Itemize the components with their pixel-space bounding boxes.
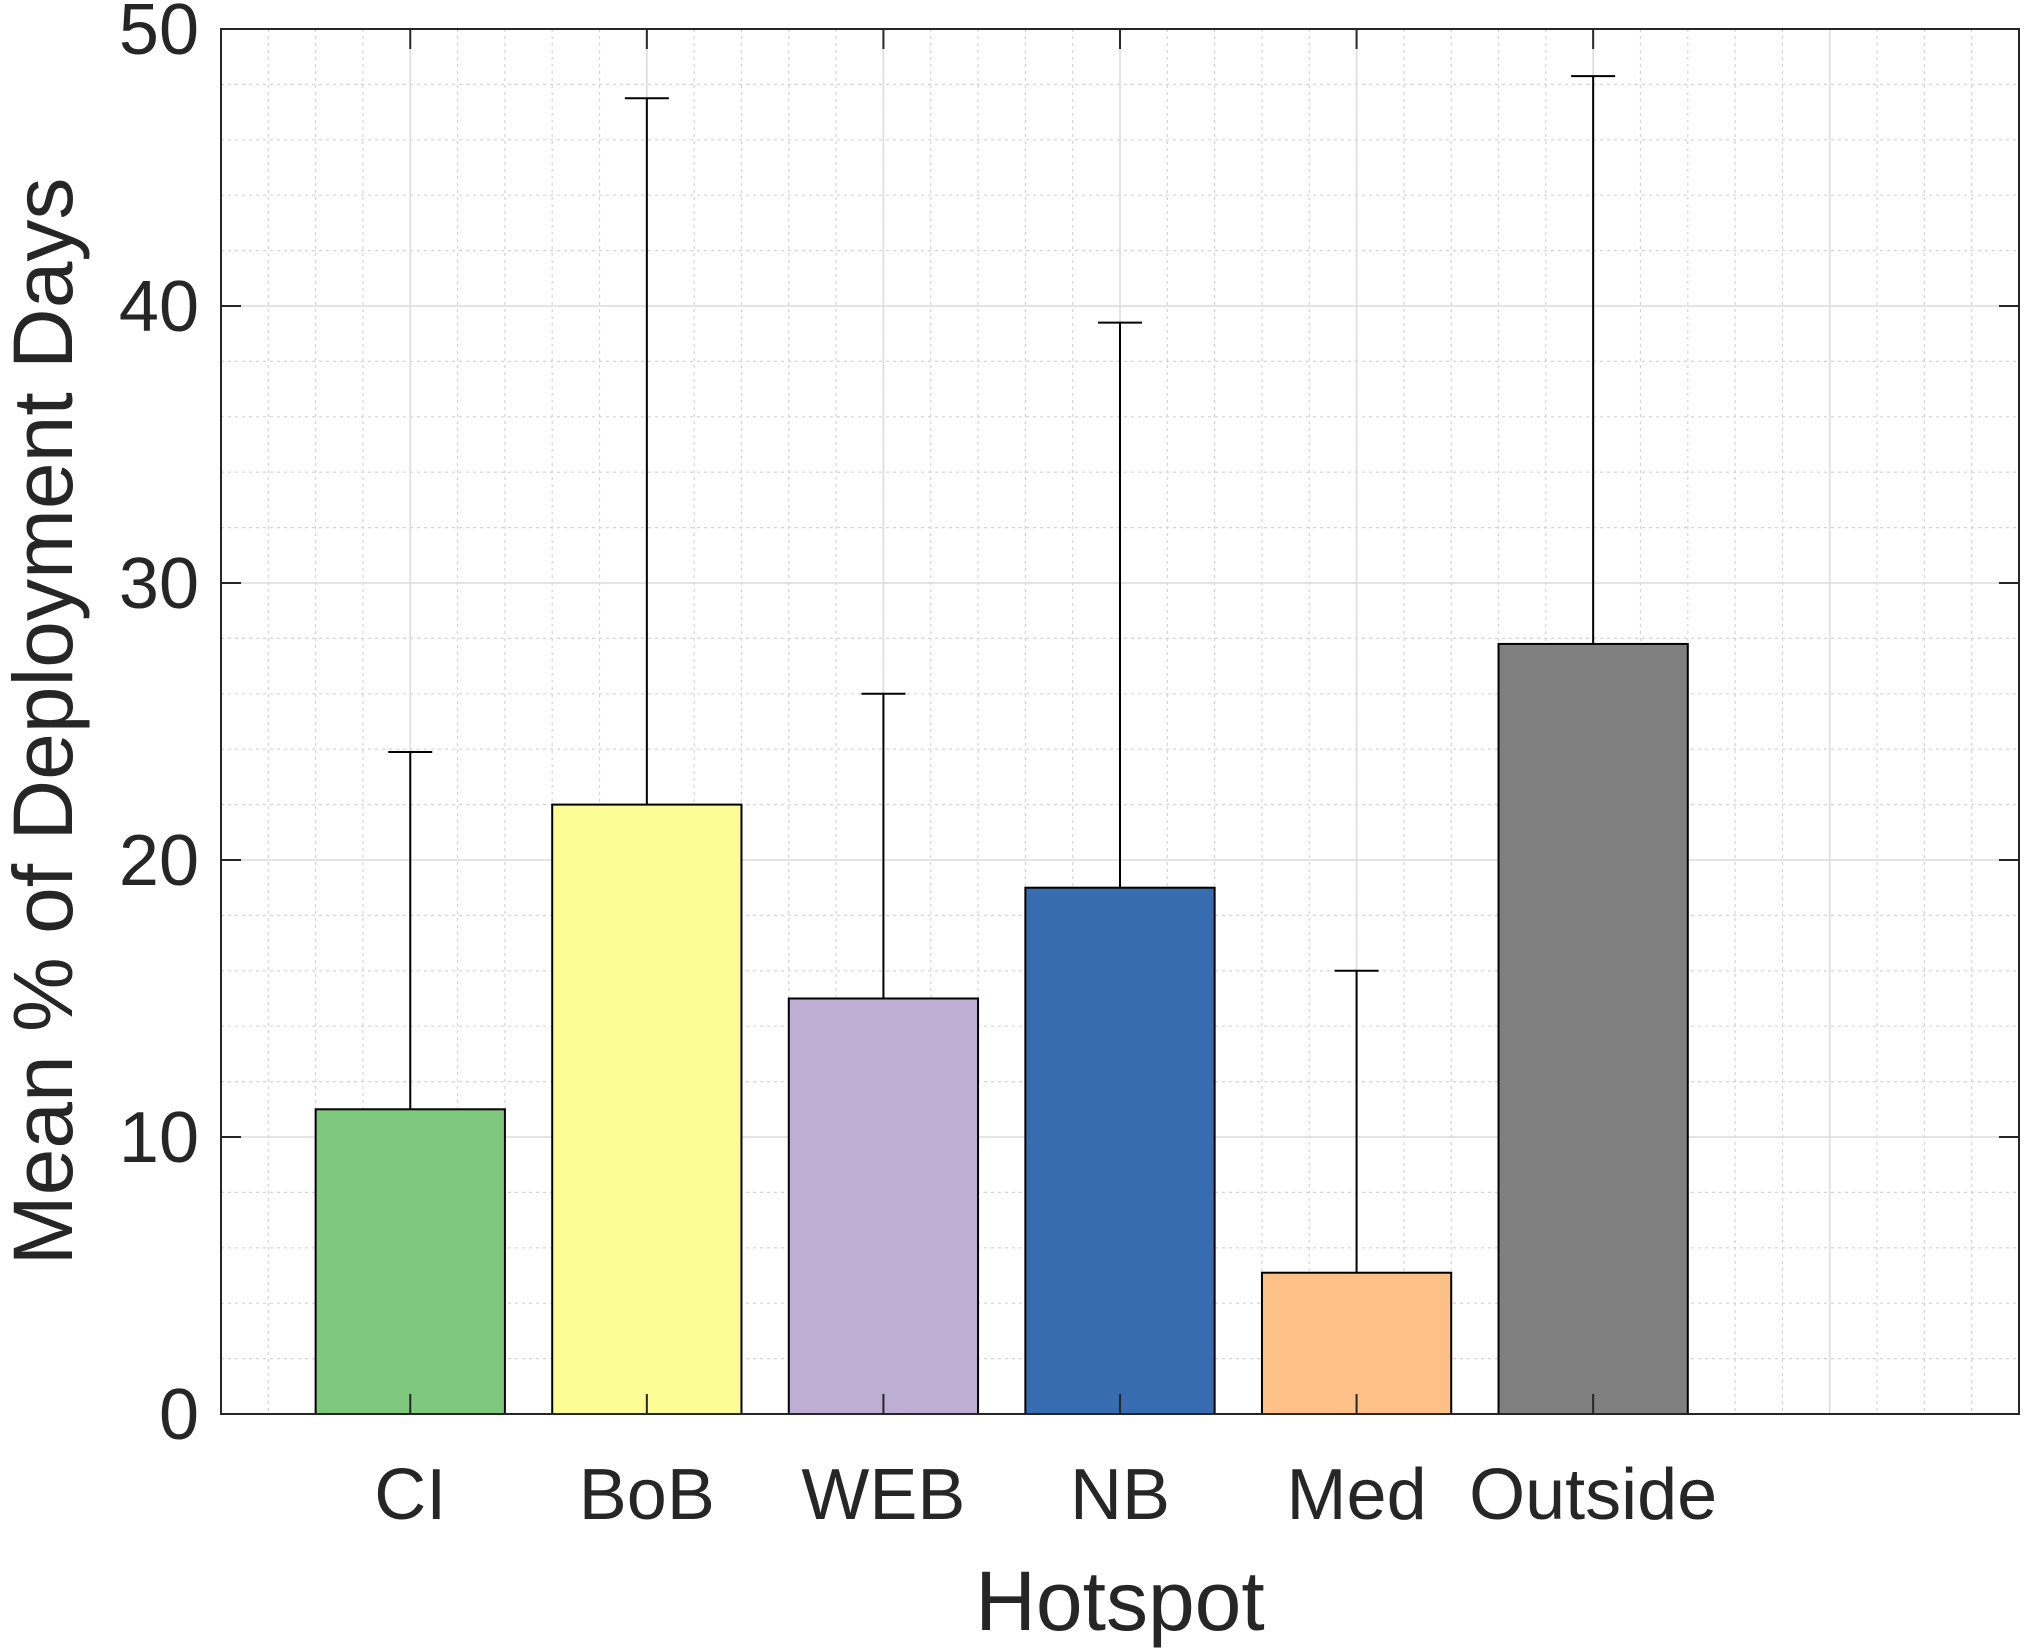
y-axis-title: Mean % of Deployment Days xyxy=(0,178,90,1266)
y-tick-label: 30 xyxy=(119,544,199,624)
x-tick-label-nb: NB xyxy=(1070,1455,1170,1535)
x-tick-label-web: WEB xyxy=(801,1455,965,1535)
y-tick-label: 50 xyxy=(119,0,199,70)
x-tick-label-ci: CI xyxy=(374,1455,446,1535)
bar-web xyxy=(787,997,980,1415)
bar-med xyxy=(1260,1271,1453,1415)
y-tick-label: 0 xyxy=(159,1375,199,1455)
bar-bob xyxy=(551,803,743,1415)
x-axis-title: Hotspot xyxy=(975,1554,1265,1648)
y-tick-label: 40 xyxy=(119,267,199,347)
bar-outside xyxy=(1497,642,1689,1415)
x-tick-label-bob: BoB xyxy=(579,1455,715,1535)
y-tick-label: 20 xyxy=(119,821,199,901)
x-tick-label-med: Med xyxy=(1287,1455,1427,1535)
x-tick-label-outside: Outside xyxy=(1469,1455,1717,1535)
bars xyxy=(314,642,1689,1416)
axis-ticks xyxy=(221,28,2019,1415)
bar-nb xyxy=(1024,886,1216,1415)
bar-ci xyxy=(314,1108,506,1416)
error-bars xyxy=(388,75,1616,1273)
y-tick-label: 10 xyxy=(119,1098,199,1178)
x-tick-labels: CI BoB WEB NB Med Outside xyxy=(374,1455,1717,1535)
y-tick-labels: 0 10 20 30 40 50 xyxy=(119,0,199,1455)
